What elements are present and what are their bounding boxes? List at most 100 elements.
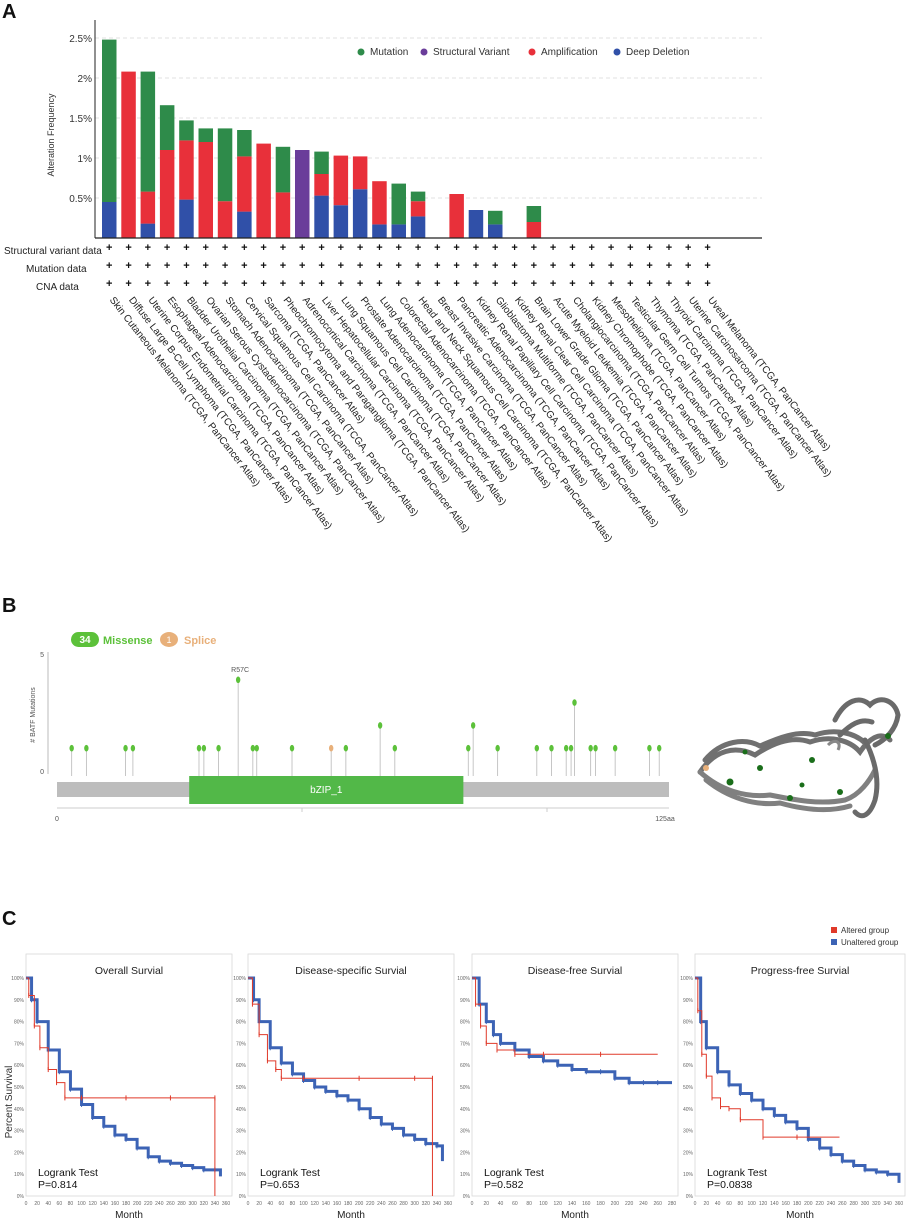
x-tick-label: 320 xyxy=(422,1201,431,1207)
p-value: P=0.814 xyxy=(38,1179,78,1191)
availability-marker: + xyxy=(145,242,151,254)
x-tick-label: 160 xyxy=(781,1201,790,1207)
availability-marker: + xyxy=(396,260,402,272)
bar-mutation xyxy=(314,151,329,174)
x-tick-label: 60 xyxy=(279,1201,285,1207)
bar-amplification xyxy=(410,201,426,217)
x-tick-label: 120 xyxy=(759,1201,768,1207)
availability-marker: + xyxy=(280,242,286,254)
bar-mutation xyxy=(179,120,194,141)
bar-deep-deletion xyxy=(372,224,387,238)
x-tick-label: 80 xyxy=(738,1201,744,1207)
y-axis-title: Alteration Frequency xyxy=(46,93,56,177)
plot-title: Disease-free Survial xyxy=(528,965,623,977)
bar-amplification xyxy=(372,181,387,225)
bar-mutation xyxy=(275,146,291,193)
data-availability-markers: + + + + + + + + + + + + + + + + + + + + + + + + + + + + + + + + + + + + + + + +… xyxy=(106,242,711,290)
missense-mutation-head xyxy=(201,744,207,752)
x-tick-label: 280 xyxy=(177,1201,186,1207)
legend-structural-variant-swatch xyxy=(420,48,428,56)
legend-mutation-swatch xyxy=(357,48,365,56)
availability-marker: + xyxy=(203,260,209,272)
availability-marker: + xyxy=(550,260,556,272)
y-tick-label: 10% xyxy=(14,1172,25,1178)
bar-mutation xyxy=(217,128,233,202)
unaltered-curve xyxy=(26,976,222,1177)
y-tick-label: 60% xyxy=(460,1063,471,1069)
missense-mutation-head xyxy=(392,744,398,752)
bar-mutation xyxy=(140,71,156,192)
bar-mutation xyxy=(102,39,117,202)
x-tick-label: 20 xyxy=(34,1201,40,1207)
x-tick-label: 160 xyxy=(582,1201,591,1207)
bar-mutation xyxy=(198,128,213,142)
availability-marker: + xyxy=(531,260,537,272)
y-tick-label: 80% xyxy=(683,1020,694,1026)
legend-deep-deletion-label: Deep Deletion xyxy=(626,47,689,58)
missense-mutation-head xyxy=(495,744,500,752)
x-tick-label: 180 xyxy=(596,1201,605,1207)
y-tick-label: 2% xyxy=(78,74,93,85)
y-tick-label: 100% xyxy=(233,976,246,982)
bar-deep-deletion xyxy=(352,189,368,238)
missense-mutation-head xyxy=(123,744,128,752)
legend-unaltered-label: Unaltered group xyxy=(841,938,899,947)
logrank-label: Logrank Test xyxy=(484,1167,544,1179)
availability-marker: + xyxy=(145,260,151,272)
legend: Mutation Structural Variant Amplificatio… xyxy=(357,47,689,58)
panel-c-letter: C xyxy=(2,908,16,930)
availability-marker: + xyxy=(492,242,498,254)
x-tick-end: 125aa xyxy=(655,816,675,823)
availability-marker: + xyxy=(357,278,363,290)
x-tick-label: 300 xyxy=(861,1201,870,1207)
x-tick-label: 0 xyxy=(25,1201,28,1207)
splice-count-badge xyxy=(160,632,178,647)
bar-amplification xyxy=(449,194,464,238)
missense-mutation-head xyxy=(568,744,574,752)
gridlines xyxy=(95,37,762,199)
splice-count: 1 xyxy=(166,635,171,645)
x-tick-label: 260 xyxy=(838,1201,847,1207)
bar-amplification xyxy=(140,191,156,224)
y-axis-ticks: 2.5% 2% 1.5% 1% 0.5% xyxy=(69,34,92,205)
y-tick-label: 10% xyxy=(236,1172,247,1178)
p-value: P=0.653 xyxy=(260,1179,300,1191)
availability-marker: + xyxy=(357,242,363,254)
availability-marker: + xyxy=(125,278,131,290)
availability-marker: + xyxy=(318,260,324,272)
p-value: P=0.582 xyxy=(484,1179,524,1191)
x-tick-label: 260 xyxy=(654,1201,663,1207)
mutation-annotation: R57C xyxy=(231,667,249,674)
x-tick-label: 260 xyxy=(388,1201,397,1207)
bar-amplification xyxy=(121,71,136,238)
availability-marker: + xyxy=(241,260,247,272)
y-tick-label: 10% xyxy=(460,1172,471,1178)
y-tick-label: 0% xyxy=(463,1194,471,1200)
availability-marker: + xyxy=(318,242,324,254)
x-tick-label: 320 xyxy=(200,1201,209,1207)
splice-label: Splice xyxy=(184,635,216,647)
plot-frame xyxy=(471,953,679,1197)
availability-marker: + xyxy=(704,242,710,254)
availability-marker: + xyxy=(531,242,537,254)
x-tick-label: 0 xyxy=(694,1201,697,1207)
availability-marker: + xyxy=(608,242,614,254)
y-tick-label: 50% xyxy=(460,1085,471,1091)
availability-marker: + xyxy=(685,260,691,272)
y-tick-label: 100% xyxy=(680,976,693,982)
availability-marker: + xyxy=(164,260,170,272)
missense-mutation-head xyxy=(254,744,259,752)
missense-mutation-head xyxy=(572,699,577,706)
bar-deep-deletion xyxy=(391,224,406,238)
missense-mutation-head xyxy=(647,744,652,752)
missense-mutation-head xyxy=(69,744,74,752)
availability-marker: + xyxy=(222,278,228,290)
availability-marker: + xyxy=(183,278,189,290)
availability-marker: + xyxy=(106,278,112,290)
x-axis-title: Month xyxy=(337,1210,365,1218)
availability-marker: + xyxy=(338,278,344,290)
p-value: P=0.0838 xyxy=(707,1179,752,1191)
availability-marker: + xyxy=(453,260,459,272)
bar-amplification xyxy=(237,156,252,212)
